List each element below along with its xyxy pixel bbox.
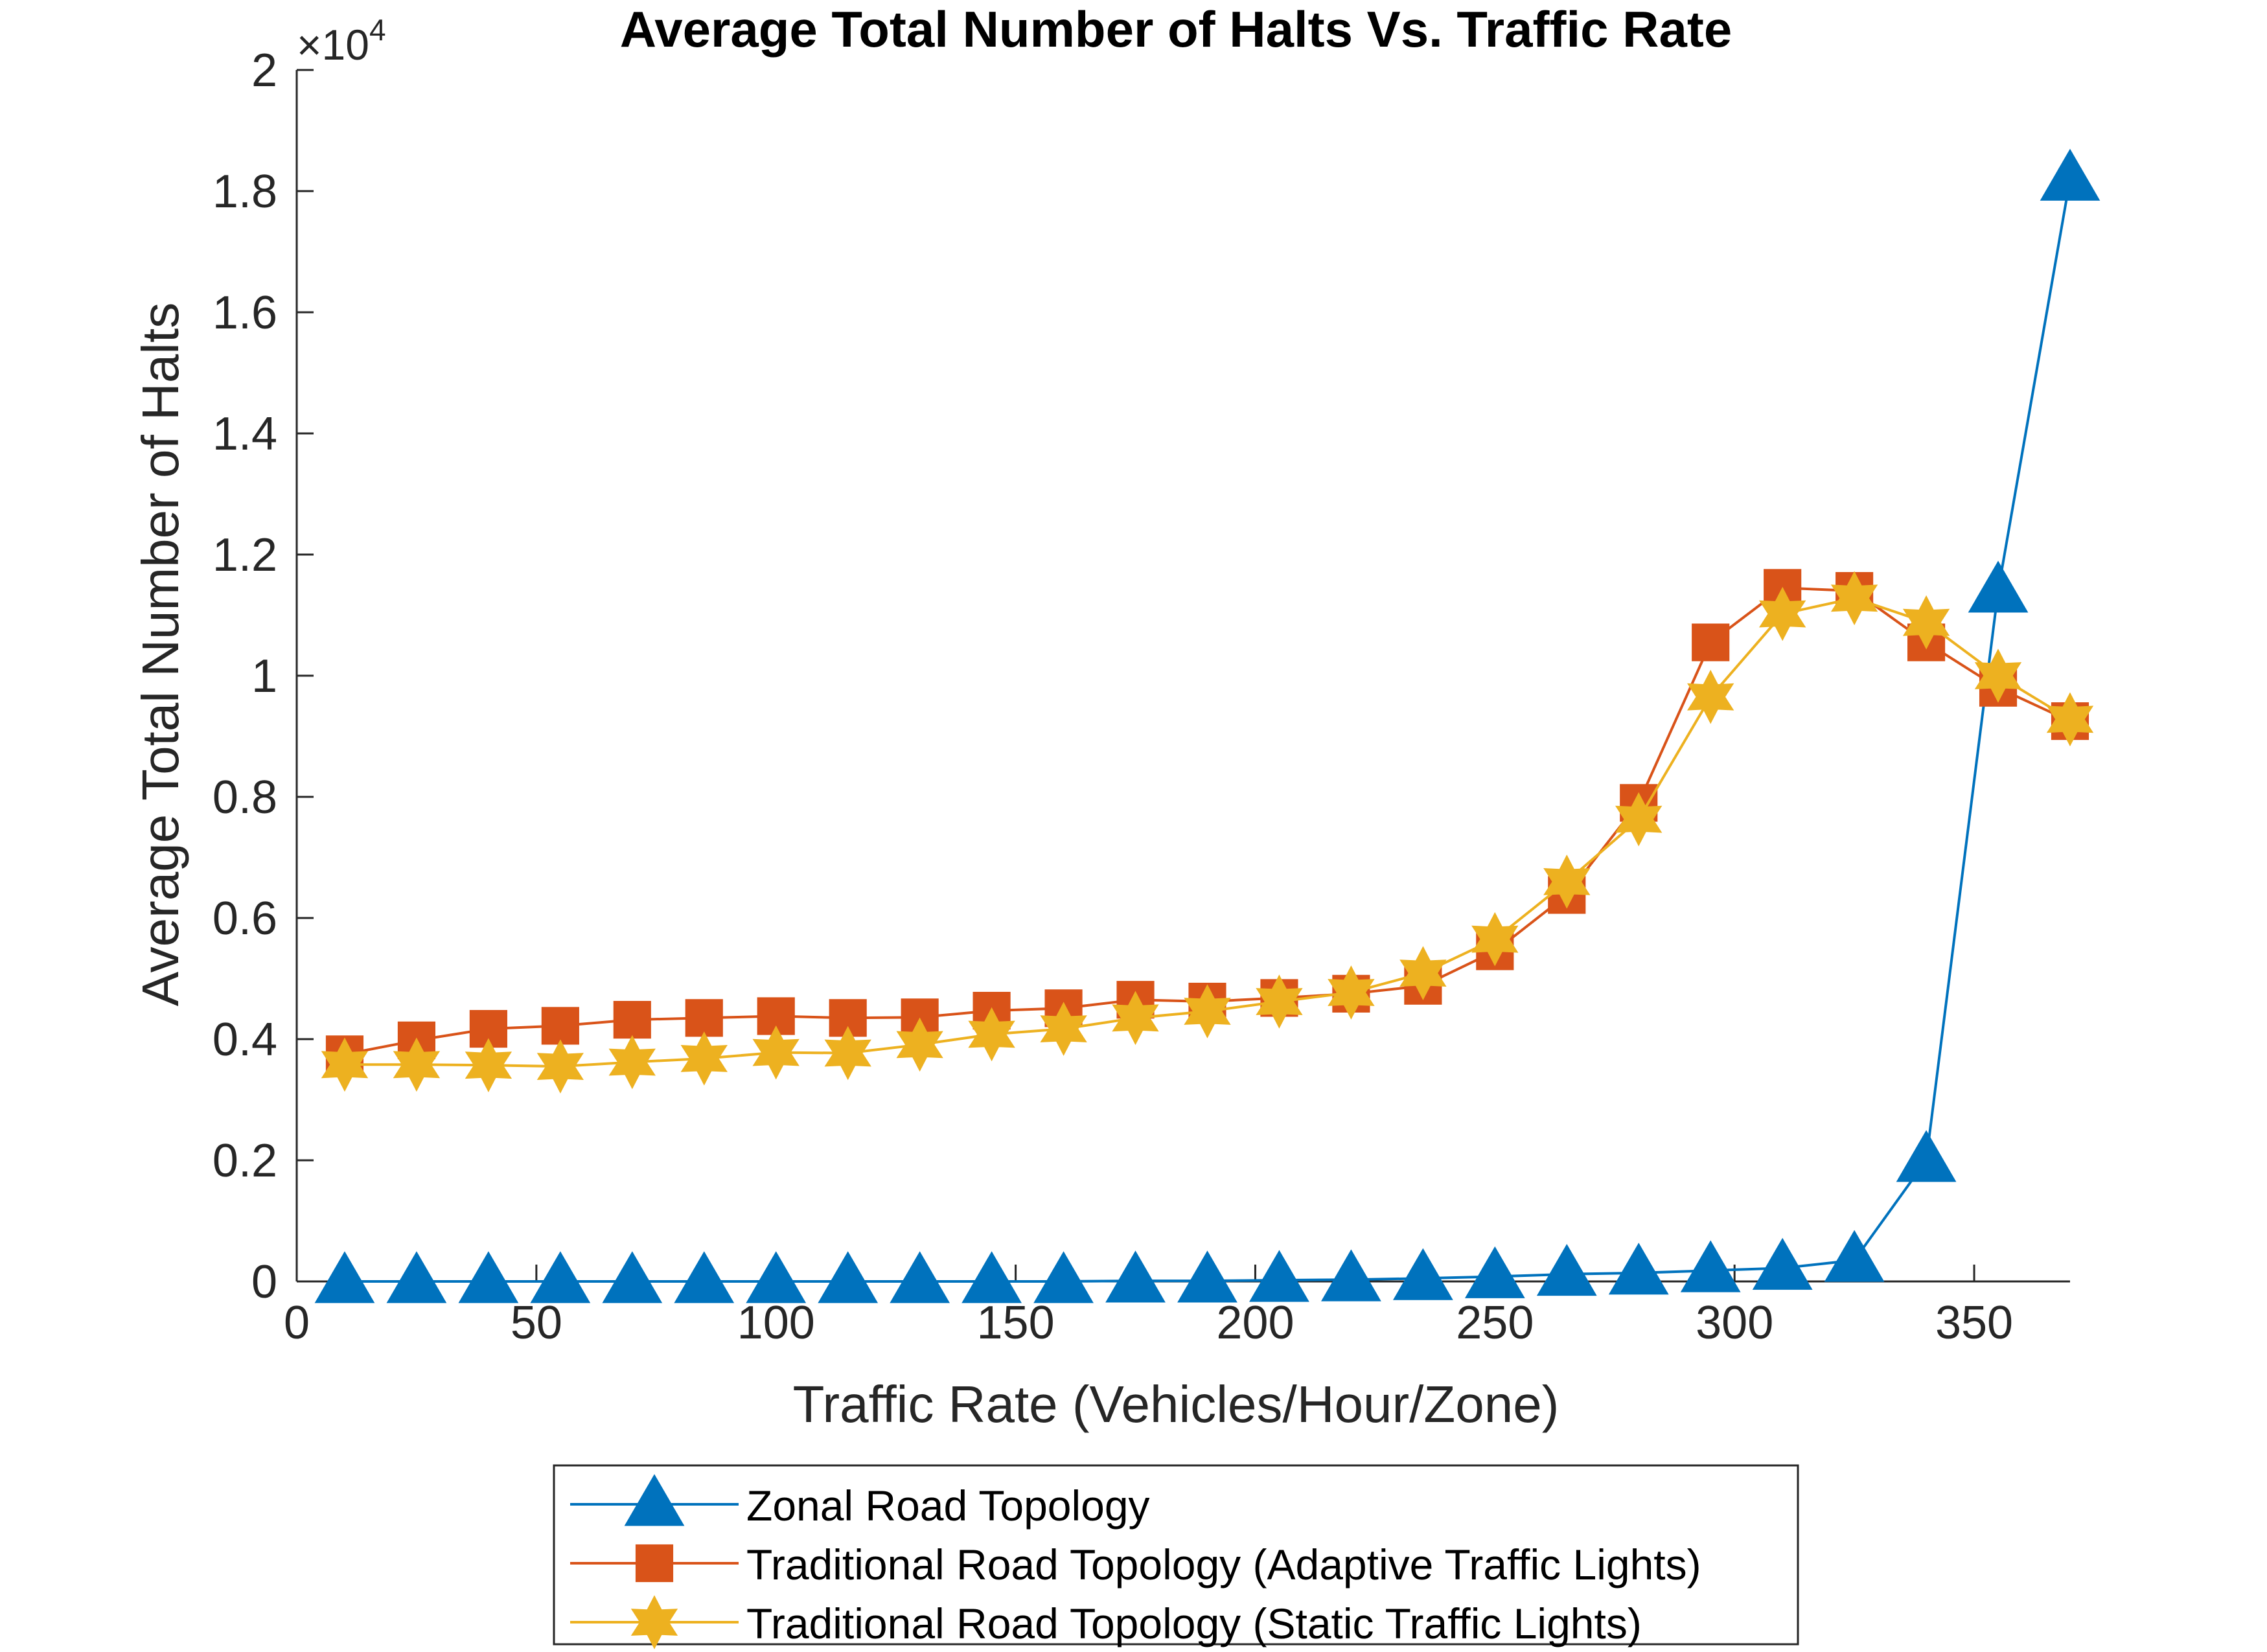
- y-tick-label: 1.4: [213, 408, 277, 460]
- legend-label: Traditional Road Topology (Adaptive Traf…: [746, 1541, 1701, 1589]
- data-point: [321, 1037, 369, 1092]
- y-axis-label: Average Total Number of Halts: [132, 303, 189, 1006]
- data-point: [1824, 1230, 1885, 1282]
- y-tick-label: 1.6: [213, 287, 277, 339]
- data-point: [674, 1251, 735, 1303]
- data-point: [1249, 1250, 1309, 1302]
- data-point: [1752, 1237, 1813, 1290]
- data-point: [1896, 1130, 1957, 1182]
- data-point: [465, 1038, 512, 1092]
- data-point: [530, 1251, 591, 1303]
- data-point: [752, 1025, 800, 1080]
- data-point: [746, 1251, 807, 1303]
- legend-label: Zonal Road Topology: [746, 1482, 1150, 1530]
- data-point: [1105, 1250, 1166, 1303]
- data-point: [1830, 571, 1878, 626]
- data-point: [2040, 148, 2100, 201]
- x-tick-label: 50: [511, 1297, 562, 1349]
- axes: 0 50 100 150 200 250 300 350 0 0.2 0.4 0.6 0.8 1 1.2 1.…: [213, 13, 2070, 1349]
- x-tick-label: 200: [1216, 1297, 1294, 1349]
- legend-marker: [624, 1474, 685, 1526]
- data-point: [1321, 1249, 1381, 1302]
- data-point: [1184, 984, 1231, 1038]
- data-point: [961, 1251, 1022, 1303]
- data-point: [968, 1007, 1015, 1062]
- y-tick-label: 0.4: [213, 1014, 277, 1066]
- data-point: [1536, 1244, 1597, 1296]
- data-point: [1256, 974, 1303, 1029]
- y-tick-label: 1: [251, 650, 277, 702]
- data-point: [1112, 991, 1159, 1046]
- data-point: [1687, 669, 1734, 724]
- data-point: [602, 1251, 663, 1303]
- data-point: [613, 1001, 651, 1039]
- x-axis-label: Traffic Rate (Vehicles/Hour/Zone): [793, 1375, 1559, 1433]
- data-point: [393, 1037, 441, 1092]
- y-tick-label: 1.2: [213, 529, 277, 581]
- data-point: [458, 1251, 519, 1303]
- y-exponent-label: ×104: [297, 13, 386, 69]
- x-tick-label: 150: [977, 1297, 1055, 1349]
- series-3: [321, 571, 2094, 1094]
- y-tick-label: 0.2: [213, 1135, 277, 1187]
- data-point: [896, 1017, 943, 1072]
- data-point: [1902, 595, 1950, 650]
- data-point: [1974, 648, 2022, 703]
- x-tick-label: 350: [1935, 1297, 2013, 1349]
- series-1: [314, 148, 2100, 1303]
- y-tick-label: 0.6: [213, 893, 277, 945]
- data-point: [1033, 1251, 1094, 1303]
- x-tick-label: 300: [1696, 1297, 1773, 1349]
- data-point: [1759, 586, 1806, 641]
- data-point: [818, 1251, 879, 1303]
- data-point: [1040, 1002, 1087, 1056]
- x-tick-label: 100: [737, 1297, 815, 1349]
- data-point: [1464, 1246, 1525, 1298]
- data-point: [314, 1251, 375, 1303]
- data-point: [1692, 623, 1730, 661]
- legend-marker: [635, 1544, 674, 1583]
- series-group: [314, 148, 2100, 1303]
- y-tick-label: 2: [251, 45, 277, 97]
- data-point: [1968, 560, 2029, 613]
- legend-marker: [630, 1595, 678, 1649]
- y-tick-label: 0: [251, 1256, 277, 1308]
- legend-label: Traditional Road Topology (Static Traffi…: [746, 1600, 1642, 1647]
- data-point: [1392, 1248, 1453, 1300]
- y-tick-label: 0.8: [213, 772, 277, 823]
- x-tick-label: 250: [1456, 1297, 1534, 1349]
- data-point: [1543, 855, 1591, 909]
- data-point: [1608, 1243, 1669, 1295]
- data-point: [1177, 1250, 1237, 1303]
- data-point: [685, 999, 723, 1037]
- data-point: [1680, 1240, 1741, 1292]
- data-point: [1399, 946, 1447, 1000]
- data-point: [536, 1039, 584, 1094]
- legend: Zonal Road Topology Traditional Road Topo…: [553, 1464, 1799, 1649]
- data-point: [1615, 792, 1663, 847]
- data-point: [890, 1251, 950, 1303]
- x-tick-label: 0: [284, 1297, 310, 1349]
- y-tick-label: 1.8: [213, 166, 277, 218]
- data-point: [680, 1031, 728, 1086]
- data-point: [2046, 692, 2094, 747]
- data-point: [608, 1035, 656, 1090]
- data-point: [541, 1007, 579, 1045]
- chart-title: Average Total Number of Halts Vs. Traffi…: [620, 1, 1732, 58]
- data-point: [1471, 912, 1519, 967]
- data-point: [386, 1251, 447, 1303]
- data-point: [1328, 965, 1375, 1020]
- legend-box: [553, 1464, 1799, 1646]
- data-point: [824, 1026, 871, 1081]
